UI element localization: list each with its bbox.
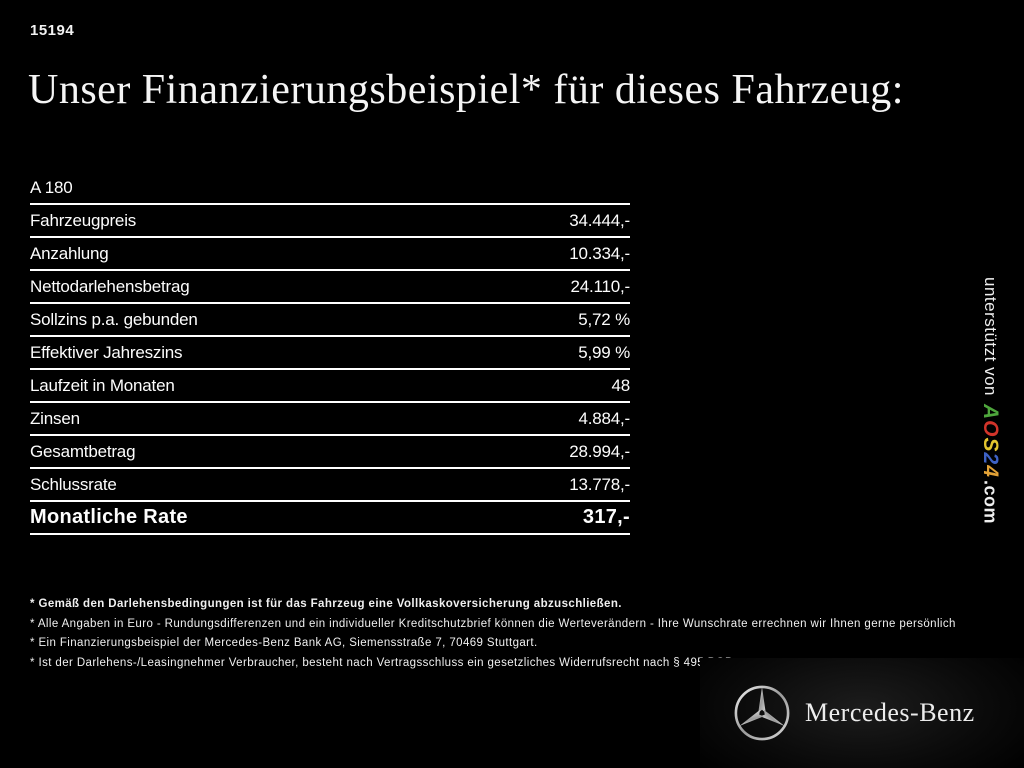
- footnote-line: * Ist der Darlehens-/Leasingnehmer Verbr…: [30, 656, 737, 669]
- monthly-rate-label: Monatliche Rate: [30, 506, 188, 528]
- aos24-letter: A: [979, 404, 1002, 421]
- supporter-vertical-text: unterstützt von AOS24 .com: [978, 277, 1002, 567]
- footnote-line: * Ein Finanzierungsbeispiel der Mercedes…: [30, 637, 538, 649]
- brand-footer: Mercedes-Benz: [700, 658, 1024, 768]
- aos24-logo: AOS24: [978, 404, 1002, 478]
- row-value: 34.444,-: [569, 210, 630, 230]
- aos24-letter: S: [979, 437, 1002, 453]
- footnote-line: * Gemäß den Darlehensbedingungen ist für…: [30, 598, 622, 610]
- aos24-letter: O: [979, 420, 1002, 438]
- table-row: Sollzins p.a. gebunden 5,72 %: [30, 304, 630, 337]
- row-label: Zinsen: [30, 408, 80, 428]
- row-label: Sollzins p.a. gebunden: [30, 309, 198, 329]
- row-label: Fahrzeugpreis: [30, 210, 137, 230]
- footnotes: * Gemäß den Darlehensbedingungen ist für…: [30, 598, 990, 676]
- financing-table: A 180 Fahrzeugpreis 34.444,- Anzahlung 10.3…: [30, 172, 630, 535]
- model-name: A 180: [30, 177, 73, 197]
- row-label: Nettodarlehensbetrag: [30, 276, 190, 296]
- table-row: Nettodarlehensbetrag 24.110,-: [30, 271, 630, 304]
- vehicle-id-number: 15194: [30, 22, 75, 39]
- table-row: Laufzeit in Monaten 48: [30, 370, 630, 403]
- table-row-monthly-rate: Monatliche Rate 317,-: [30, 502, 630, 535]
- row-value: 5,72 %: [578, 309, 630, 329]
- row-value: 24.110,-: [570, 276, 630, 296]
- row-label: Schlussrate: [30, 474, 117, 494]
- row-value: 13.778,-: [569, 474, 630, 494]
- table-row-model: A 180: [30, 172, 630, 205]
- row-value: 5,99 %: [578, 342, 630, 362]
- table-row: Schlussrate 13.778,-: [30, 469, 630, 502]
- monthly-rate-value: 317,-: [582, 506, 630, 528]
- row-value: 28.994,-: [569, 441, 630, 461]
- row-value: 48: [611, 375, 630, 395]
- table-row: Zinsen 4.884,-: [30, 403, 630, 436]
- table-row: Gesamtbetrag 28.994,-: [30, 436, 630, 469]
- footnote-line: * Alle Angaben in Euro - Rundungsdiffere…: [30, 617, 956, 630]
- mercedes-benz-wordmark: Mercedes-Benz: [805, 698, 975, 727]
- row-label: Anzahlung: [30, 243, 109, 263]
- supporter-prefix: unterstützt von: [981, 277, 1000, 397]
- row-label: Effektiver Jahreszins: [30, 342, 183, 362]
- supporter-suffix: .com: [980, 479, 1001, 524]
- aos24-letter: 2: [979, 452, 1002, 466]
- mercedes-star-icon: [734, 685, 790, 741]
- row-label: Gesamtbetrag: [30, 441, 136, 461]
- page-title: Unser Finanzierungsbeispiel* für dieses …: [28, 67, 904, 113]
- row-label: Laufzeit in Monaten: [30, 375, 175, 395]
- row-value: 4.884,-: [578, 408, 630, 428]
- table-row: Anzahlung 10.334,-: [30, 238, 630, 271]
- table-row: Effektiver Jahreszins 5,99 %: [30, 337, 630, 370]
- table-row: Fahrzeugpreis 34.444,-: [30, 205, 630, 238]
- aos24-letter: 4: [979, 465, 1002, 478]
- row-value: 10.334,-: [569, 243, 630, 263]
